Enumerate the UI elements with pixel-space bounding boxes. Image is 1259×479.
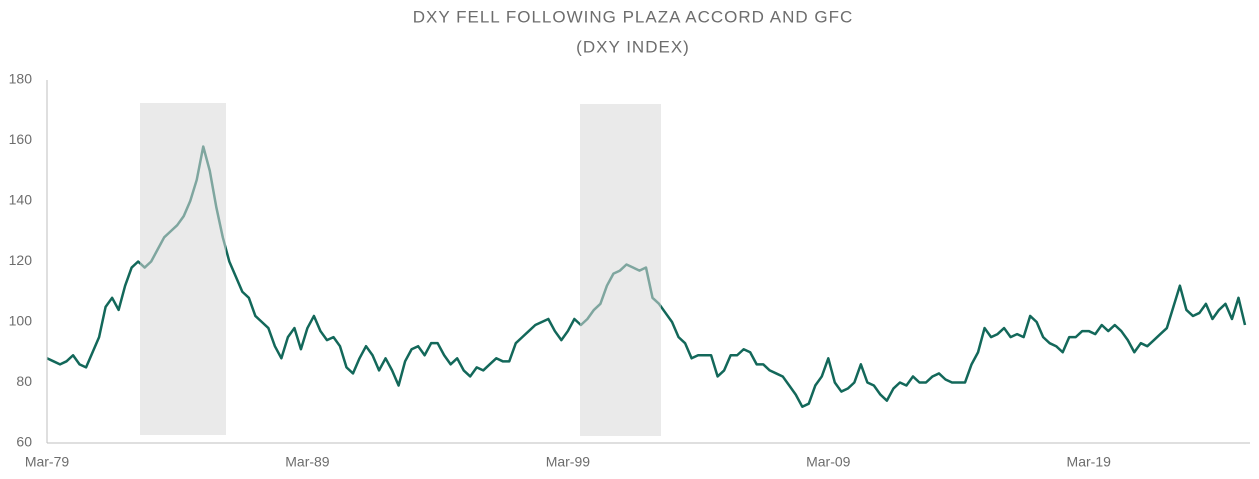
y-tick-label: 160 [9, 131, 33, 147]
y-tick-label: 60 [16, 434, 32, 450]
chart-title: DXY FELL FOLLOWING PLAZA ACCORD AND GFC [413, 7, 853, 26]
x-tick-label: Mar-79 [25, 454, 70, 470]
y-tick-label: 180 [9, 71, 33, 87]
shaded-period [580, 104, 661, 436]
y-tick-label: 100 [9, 313, 33, 329]
shaded-period [140, 103, 226, 435]
x-tick-label: Mar-19 [1067, 454, 1112, 470]
x-tick-label: Mar-89 [285, 454, 330, 470]
y-tick-label: 120 [9, 252, 33, 268]
y-tick-label: 80 [16, 373, 32, 389]
chart-subtitle: (DXY INDEX) [576, 37, 690, 56]
x-tick-label: Mar-99 [546, 454, 591, 470]
x-tick-label: Mar-09 [806, 454, 851, 470]
y-tick-label: 140 [9, 192, 33, 208]
